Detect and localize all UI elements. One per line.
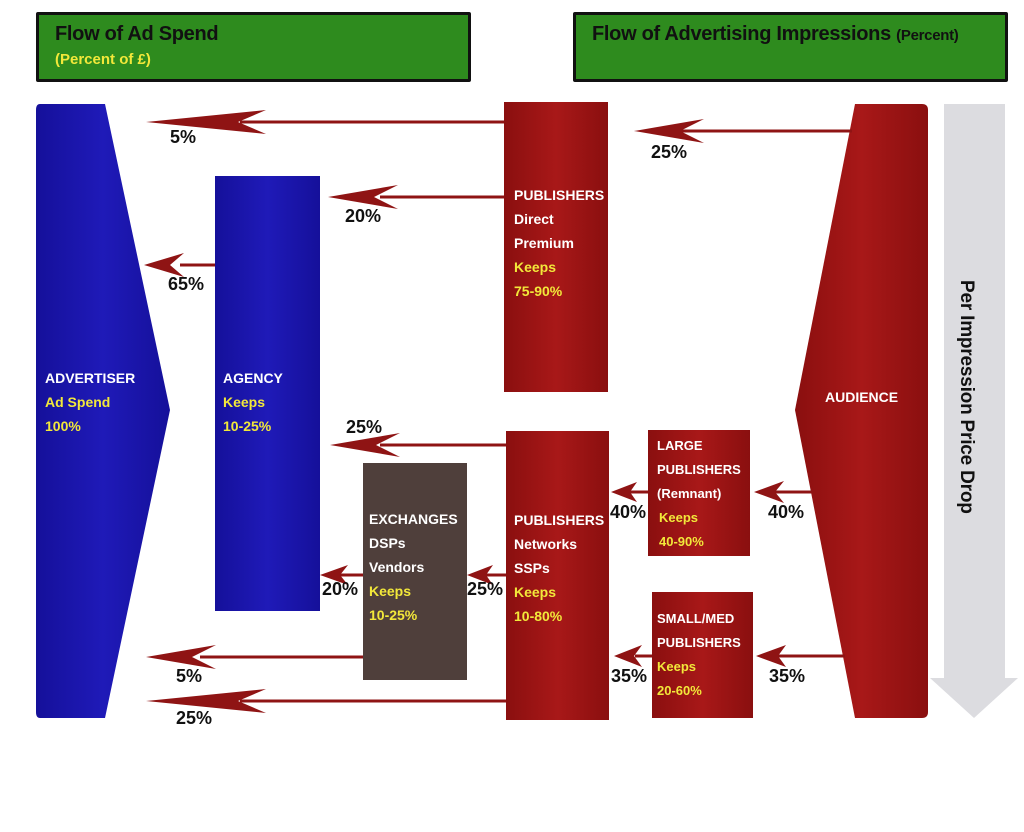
advertiser-line3: 100% bbox=[45, 418, 81, 434]
small-publishers-line4: 20-60% bbox=[657, 683, 702, 698]
exchanges-line5: 10-25% bbox=[369, 607, 418, 623]
large-publishers-line4: Keeps bbox=[659, 510, 699, 525]
arrow-direct-to-agency-icon bbox=[328, 185, 504, 209]
publishers-direct-shape bbox=[504, 102, 608, 392]
audience-shape bbox=[795, 104, 928, 718]
flow-exchanges-to-agency: 20% bbox=[322, 579, 359, 599]
small-publishers-shape bbox=[652, 592, 753, 718]
flow-exchanges-to-advertiser: 5% bbox=[176, 666, 203, 686]
publishers-networks-name: PUBLISHERS bbox=[514, 512, 605, 528]
flow-networks-to-advertiser: 25% bbox=[176, 708, 213, 728]
publishers-networks-label: PUBLISHERS Networks SSPs Keeps 10-80% bbox=[514, 508, 604, 628]
agency-shape bbox=[215, 176, 320, 611]
arrow-networks-to-exchanges-icon bbox=[467, 565, 506, 585]
agency-name: AGENCY bbox=[223, 370, 283, 386]
advertiser-shape bbox=[36, 104, 170, 718]
exchanges-line4: Keeps bbox=[369, 583, 412, 599]
arrow-agency-to-advertiser-icon bbox=[144, 253, 215, 277]
exchanges-shape bbox=[363, 463, 467, 680]
arrow-networks-to-advertiser-icon bbox=[146, 689, 506, 713]
publishers-networks-line5: 10-80% bbox=[514, 608, 563, 624]
flow-direct-to-agency: 20% bbox=[345, 206, 382, 226]
flow-arrows bbox=[144, 110, 852, 713]
flow-audience-to-direct: 25% bbox=[651, 142, 688, 162]
price-drop-label: Per Impression Price Drop bbox=[956, 280, 977, 514]
audience-label: AUDIENCE bbox=[825, 385, 898, 409]
arrow-small-to-networks-icon bbox=[614, 645, 652, 667]
publishers-networks-shape bbox=[506, 431, 609, 720]
arrow-audience-to-small-icon bbox=[756, 645, 845, 667]
publishers-direct-line3: Premium bbox=[514, 235, 574, 251]
arrow-large-to-networks-icon bbox=[611, 482, 648, 502]
small-publishers-name: SMALL/MED bbox=[657, 611, 735, 626]
arrow-networks-to-agency-icon bbox=[330, 433, 506, 457]
advertiser-name: ADVERTISER bbox=[45, 370, 136, 386]
flow-small-to-networks: 35% bbox=[611, 666, 648, 686]
agency-label: AGENCY Keeps 10-25% bbox=[223, 366, 283, 438]
exchanges-line2: DSPs bbox=[369, 535, 406, 551]
large-publishers-line5: 40-90% bbox=[659, 534, 704, 549]
advertiser-label: ADVERTISER Ad Spend 100% bbox=[45, 366, 135, 438]
publishers-direct-line2: Direct bbox=[514, 211, 554, 227]
arrow-audience-to-large-icon bbox=[754, 481, 812, 503]
flow-audience-to-small: 35% bbox=[769, 666, 806, 686]
exchanges-label: EXCHANGES DSPs Vendors Keeps 10-25% bbox=[369, 507, 458, 627]
header-left-title: Flow of Ad Spend bbox=[55, 23, 219, 45]
small-publishers-label: SMALL/MED PUBLISHERS Keeps 20-60% bbox=[657, 607, 741, 703]
publishers-direct-label: PUBLISHERS Direct Premium Keeps 75-90% bbox=[514, 183, 604, 303]
publishers-networks-line4: Keeps bbox=[514, 584, 557, 600]
price-drop-arrow-icon bbox=[930, 104, 1018, 718]
publishers-direct-name: PUBLISHERS bbox=[514, 187, 605, 203]
flow-audience-to-large: 40% bbox=[768, 502, 805, 522]
publishers-direct-line4: Keeps bbox=[514, 259, 557, 275]
publishers-direct-line5: 75-90% bbox=[514, 283, 563, 299]
flow-agency-to-advertiser: 65% bbox=[168, 274, 205, 294]
small-publishers-line2: PUBLISHERS bbox=[657, 635, 741, 650]
publishers-networks-line2: Networks bbox=[514, 536, 578, 552]
large-publishers-line3: (Remnant) bbox=[657, 486, 722, 501]
exchanges-line3: Vendors bbox=[369, 559, 425, 575]
large-publishers-shape bbox=[648, 430, 750, 556]
exchanges-name: EXCHANGES bbox=[369, 511, 458, 527]
arrow-exchanges-to-agency-icon bbox=[320, 565, 363, 585]
flow-networks-to-exchanges: 25% bbox=[467, 579, 504, 599]
arrow-direct-to-advertiser-icon bbox=[146, 110, 504, 134]
large-publishers-line2: PUBLISHERS bbox=[657, 462, 741, 477]
arrow-exchanges-to-advertiser-icon bbox=[146, 645, 363, 669]
arrow-audience-to-direct-icon bbox=[634, 119, 852, 143]
small-publishers-line3: Keeps bbox=[657, 659, 697, 674]
header-flow-of-ad-spend: Flow of Ad Spend (Percent of £) bbox=[36, 12, 471, 82]
header-right-title-main: Flow of Advertising Impressions bbox=[592, 23, 891, 45]
header-right-title: Flow of Advertising Impressions (Percent… bbox=[592, 23, 959, 46]
publishers-networks-line3: SSPs bbox=[514, 560, 550, 576]
advertiser-line2: Ad Spend bbox=[45, 394, 111, 410]
header-flow-of-impressions: Flow of Advertising Impressions (Percent… bbox=[573, 12, 1008, 82]
large-publishers-label: LARGE PUBLISHERS (Remnant) Keeps 40-90% bbox=[657, 434, 741, 554]
agency-line3: 10-25% bbox=[223, 418, 272, 434]
audience-name: AUDIENCE bbox=[825, 389, 899, 405]
header-right-title-suffix: (Percent) bbox=[896, 27, 959, 44]
flow-direct-to-advertiser: 5% bbox=[170, 127, 197, 147]
large-publishers-name: LARGE bbox=[657, 438, 703, 453]
header-left-subtitle: (Percent of £) bbox=[55, 51, 151, 68]
flow-large-to-networks: 40% bbox=[610, 502, 647, 522]
agency-line2: Keeps bbox=[223, 394, 266, 410]
flow-networks-to-agency: 25% bbox=[346, 417, 383, 437]
